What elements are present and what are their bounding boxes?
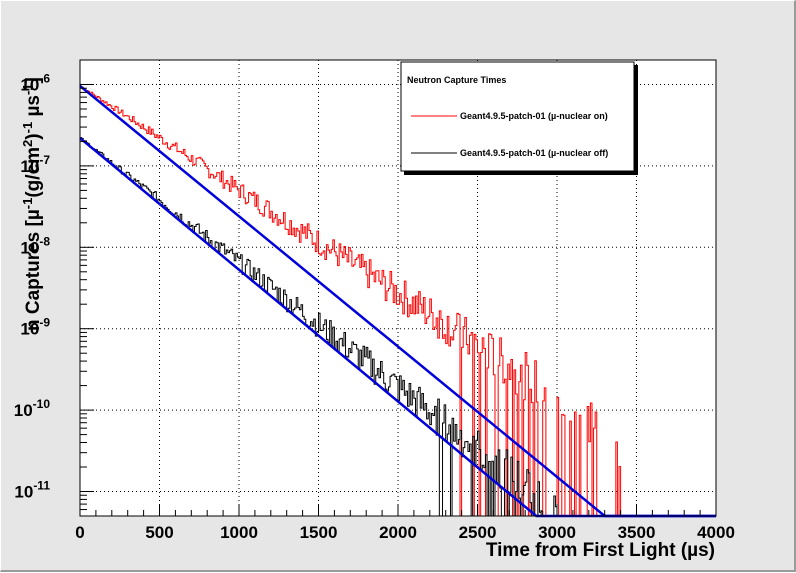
legend: Neutron Capture Times Geant4.9.5-patch-0… [400, 61, 638, 175]
x-axis-label: Time from First Light (µs) [486, 540, 715, 561]
legend-title: Neutron Capture Times [407, 75, 506, 85]
y-tick-label-5: 10-11 [14, 478, 50, 501]
y-axis-label: n Captures [µ-1(g/cm2)-1 µs-1] [20, 77, 44, 331]
legend-entry-on: Geant4.9.5-patch-01 (µ-nuclear on) [460, 111, 608, 121]
x-tick-label-0: 0 [75, 523, 84, 542]
axes: 0 500 1000 1500 2000 2500 3000 3500 4000 10-6 10-7… [14, 59, 735, 542]
x-tick-label-4: 2000 [379, 523, 417, 542]
x-tick-label-3: 1500 [300, 523, 338, 542]
histogram-0 [80, 85, 637, 517]
x-tick-label-6: 3000 [538, 523, 576, 542]
y-tick-label-0: 10-6 [20, 72, 50, 95]
x-tick-label-2: 1000 [220, 523, 258, 542]
x-tick-label-7: 3500 [618, 523, 656, 542]
y-tick-label-2: 10-8 [20, 234, 50, 257]
x-tick-label-5: 2500 [459, 523, 497, 542]
series-0 [80, 85, 637, 517]
y-tick-label-1: 10-7 [20, 153, 50, 176]
y-tick-label-4: 10-10 [14, 397, 51, 420]
plot-border [79, 59, 717, 517]
y-tick-label-3: 10-9 [20, 316, 50, 339]
x-tick-label-1: 500 [145, 523, 173, 542]
x-tick-label-8: 4000 [697, 523, 735, 542]
legend-entry-off: Geant4.9.5-patch-01 (µ-nuclear off) [460, 148, 608, 158]
